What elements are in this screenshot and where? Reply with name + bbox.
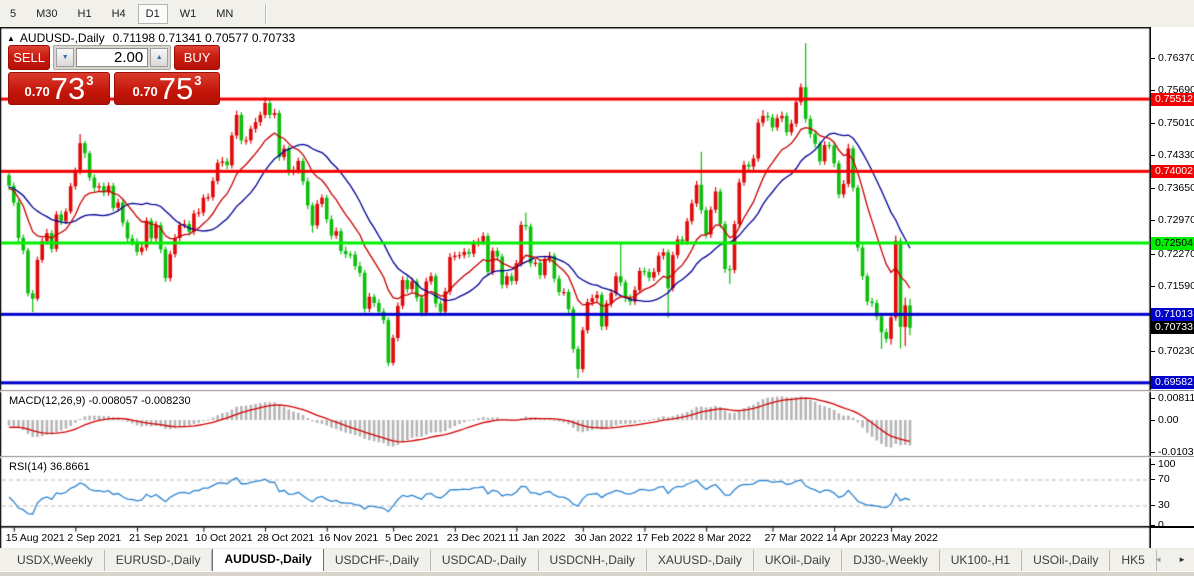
rsi-name: RSI(14) (9, 461, 47, 473)
chart-tab-usoil-daily[interactable]: USOil-,Daily (1022, 550, 1111, 571)
chart-title: ▲ AUDUSD-,Daily 0.71198 0.71341 0.70577 0.… (7, 31, 295, 45)
chart-symbol: AUDUSD-,Daily (19, 31, 105, 45)
chart-tab-usdcad-daily[interactable]: USDCAD-,Daily (431, 550, 539, 571)
tab-scroll-right-icon[interactable]: ► (1178, 555, 1186, 564)
sell-price-display[interactable]: 0.70 73 3 (8, 71, 111, 106)
buy-price-big: 75 (158, 71, 194, 106)
bottom-strip (0, 571, 1194, 576)
chart-tab-ukoil-daily[interactable]: UKOil-,Daily (754, 550, 843, 571)
chart-tab-xauusd-daily[interactable]: XAUUSD-,Daily (647, 550, 754, 571)
symbol-marker-icon: ▲ (7, 34, 15, 43)
timeframe-button-mn[interactable]: MN (216, 7, 234, 20)
chart-tab-audusd-daily[interactable]: AUDUSD-,Daily (212, 549, 324, 571)
buy-price-small: 0.70 (132, 84, 158, 99)
chart-canvas[interactable] (0, 27, 1151, 548)
chart-ohlc-values: 0.71198 0.71341 0.70577 0.70733 (112, 31, 296, 45)
price-axis[interactable] (1151, 27, 1194, 548)
timeframe-button-5[interactable]: 5 (10, 7, 17, 20)
volume-increase-button[interactable]: ▲ (150, 48, 169, 67)
chart-area[interactable] (0, 27, 1151, 553)
chart-tab-eurusd-daily[interactable]: EURUSD-,Daily (105, 550, 213, 571)
sell-price-pip: 3 (86, 73, 94, 88)
buy-button[interactable]: BUY (174, 45, 220, 70)
buy-price-display[interactable]: 0.70 75 3 (114, 72, 220, 105)
sell-button[interactable]: SELL (8, 45, 51, 70)
chart-tab-hk5[interactable]: HK5 (1110, 550, 1157, 571)
tab-scroll-left-icon[interactable]: ◄ (1154, 555, 1162, 564)
macd-indicator-label: MACD(12,26,9) -0.008057 -0.008230 (9, 395, 191, 407)
volume-decrease-button[interactable]: ▼ (56, 48, 75, 67)
timeframe-button-w1[interactable]: W1 (179, 7, 197, 20)
chart-tab-uk100-h1[interactable]: UK100-,H1 (940, 550, 1023, 571)
rsi-indicator-label: RSI(14) 36.8661 (9, 461, 90, 473)
timeframe-button-d1[interactable]: D1 (137, 3, 168, 24)
chart-tab-usdchf-daily[interactable]: USDCHF-,Daily (324, 550, 431, 571)
chevron-up-icon: ▲ (155, 54, 163, 61)
macd-name: MACD(12,26,9) (9, 395, 86, 407)
timeframe-button-h1[interactable]: H1 (77, 7, 92, 20)
one-click-trading-panel: SELL ▼ ▲ BUY 0.70 73 3 0.70 75 3 (8, 45, 220, 105)
sell-price-big: 73 (50, 71, 86, 106)
volume-stepper: ▼ ▲ (53, 45, 172, 70)
chart-tab-usdx-weekly[interactable]: USDX,Weekly (6, 550, 105, 571)
chart-tab-usdcnh-daily[interactable]: USDCNH-,Daily (539, 550, 647, 571)
timeframe-toolbar: 5 M30 H1 H4 D1 W1 MN (0, 0, 1194, 27)
chart-tab-dj30-weekly[interactable]: DJ30-,Weekly (842, 550, 940, 571)
chevron-down-icon: ▼ (61, 54, 69, 61)
timeframe-button-m30[interactable]: M30 (36, 7, 58, 20)
timeframe-button-h4[interactable]: H4 (111, 7, 126, 20)
volume-input[interactable] (76, 48, 149, 67)
macd-values: -0.008057 -0.008230 (88, 395, 191, 407)
buy-price-pip: 3 (194, 73, 202, 88)
chart-tab-bar: USDX,Weekly EURUSD-,Daily AUDUSD-,Daily USD… (0, 549, 1194, 571)
sell-price-small: 0.70 (24, 84, 50, 99)
rsi-value: 36.8661 (49, 461, 90, 473)
toolbar-separator (265, 3, 268, 24)
